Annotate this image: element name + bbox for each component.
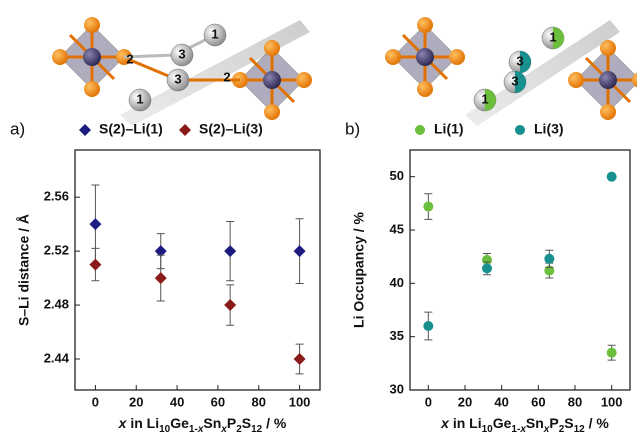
site-label: 2: [223, 69, 230, 84]
marker: [89, 259, 101, 271]
marker: [544, 254, 554, 264]
marker: [607, 172, 617, 182]
marker: [89, 218, 101, 230]
x-tick-label: 40: [170, 394, 184, 409]
sulfur-atom: [568, 72, 584, 88]
panel-label: b): [345, 119, 360, 138]
x-axis-label-part: Ge: [493, 415, 512, 431]
y-tick-label: 2.56: [44, 189, 69, 204]
legend-label: Li(1): [434, 121, 464, 137]
x-tick-label: 20: [129, 394, 143, 409]
sulfur-atom: [449, 49, 465, 65]
x-axis-label-part: Sn: [526, 415, 544, 431]
bond: [124, 35, 215, 57]
marker: [224, 299, 236, 311]
legend-marker: [515, 125, 525, 135]
x-axis-label-part: 1-: [189, 424, 198, 435]
sulfur-atom: [84, 81, 100, 97]
center-atom: [83, 48, 101, 66]
x-axis-label-part: S: [242, 415, 251, 431]
sulfur-atom: [417, 17, 433, 33]
legend-marker: [415, 125, 425, 135]
x-axis-label-part: in Li: [126, 415, 159, 431]
sulfur-atom: [600, 104, 616, 120]
y-tick-label: 50: [390, 168, 404, 183]
marker: [224, 245, 236, 257]
x-axis-label-part: Ge: [170, 415, 189, 431]
marker: [294, 245, 306, 257]
legend-marker: [179, 124, 191, 136]
sulfur-atom: [264, 40, 280, 56]
sulfur-atom: [296, 72, 312, 88]
sulfur-atom: [84, 17, 100, 33]
legend-marker: [79, 124, 91, 136]
x-axis-label-part: 10: [159, 424, 171, 435]
site-label: 1: [211, 26, 218, 41]
y-tick-label: 35: [390, 328, 404, 343]
marker: [423, 321, 433, 331]
x-axis-label-part: / %: [585, 415, 610, 431]
x-tick-label: 80: [568, 394, 582, 409]
site-label: 3: [511, 73, 518, 88]
plot-frame: [75, 150, 320, 390]
x-axis-label: x in Li10Ge1-xSnxP2S12 / %: [118, 415, 287, 435]
y-tick-label: 2.52: [44, 243, 69, 258]
sulfur-atom: [52, 49, 68, 65]
marker: [155, 272, 167, 284]
x-axis-label-part: 1-: [511, 424, 520, 435]
x-tick-label: 20: [458, 394, 472, 409]
x-axis-label-part: Sn: [203, 415, 221, 431]
marker: [482, 263, 492, 273]
x-tick-label: 60: [211, 394, 225, 409]
legend-label: S(2)–Li(3): [199, 121, 263, 137]
center-atom: [263, 71, 281, 89]
x-tick-label: 0: [92, 394, 99, 409]
x-tick-label: 40: [494, 394, 508, 409]
x-axis-label-part: 10: [482, 424, 494, 435]
legend-label: Li(3): [534, 121, 564, 137]
site-label: 3: [174, 71, 181, 86]
x-axis-label: x in Li10Ge1-xSnxP2S12 / %: [440, 415, 609, 435]
site-label: 3: [516, 53, 523, 68]
y-axis-label: Li Occupancy / %: [351, 211, 367, 327]
sulfur-atom: [417, 81, 433, 97]
marker: [607, 348, 617, 358]
x-tick-label: 100: [289, 394, 311, 409]
site-label: 1: [136, 91, 143, 106]
sulfur-atom: [264, 104, 280, 120]
y-tick-label: 2.48: [44, 296, 69, 311]
x-axis-label-part: 12: [251, 424, 263, 435]
plot-frame: [410, 150, 630, 390]
panel-label: a): [10, 119, 25, 138]
crystal-structures: 2 3 3 1 2 1 1 3 3 1: [52, 17, 637, 126]
x-tick-label: 80: [252, 394, 266, 409]
marker: [423, 202, 433, 212]
center-atom: [599, 71, 617, 89]
x-tick-label: 100: [601, 394, 623, 409]
x-axis-label-part: in Li: [449, 415, 482, 431]
site-label: 3: [178, 46, 185, 61]
y-axis-label: S–Li distance / Å: [16, 214, 32, 326]
y-tick-label: 40: [390, 275, 404, 290]
x-tick-label: 0: [425, 394, 432, 409]
y-tick-label: 30: [390, 381, 404, 396]
x-axis-label-part: P: [227, 415, 236, 431]
x-axis-label-part: / %: [262, 415, 287, 431]
site-label: 2: [126, 51, 133, 66]
x-axis-label-part: 12: [574, 424, 586, 435]
x-axis-label-part: P: [549, 415, 558, 431]
y-tick-label: 2.44: [44, 350, 70, 365]
x-tick-label: 60: [531, 394, 545, 409]
figure: 2331211331 a)2.442.482.522.5602040608010…: [0, 0, 637, 436]
marker: [294, 353, 306, 365]
center-atom: [416, 48, 434, 66]
sulfur-atom: [600, 40, 616, 56]
x-axis-label-part: S: [564, 415, 573, 431]
y-tick-label: 45: [390, 221, 404, 236]
legend-label: S(2)–Li(1): [99, 121, 163, 137]
site-label: 1: [549, 29, 556, 44]
site-label: 1: [481, 91, 488, 106]
sulfur-atom: [385, 49, 401, 65]
